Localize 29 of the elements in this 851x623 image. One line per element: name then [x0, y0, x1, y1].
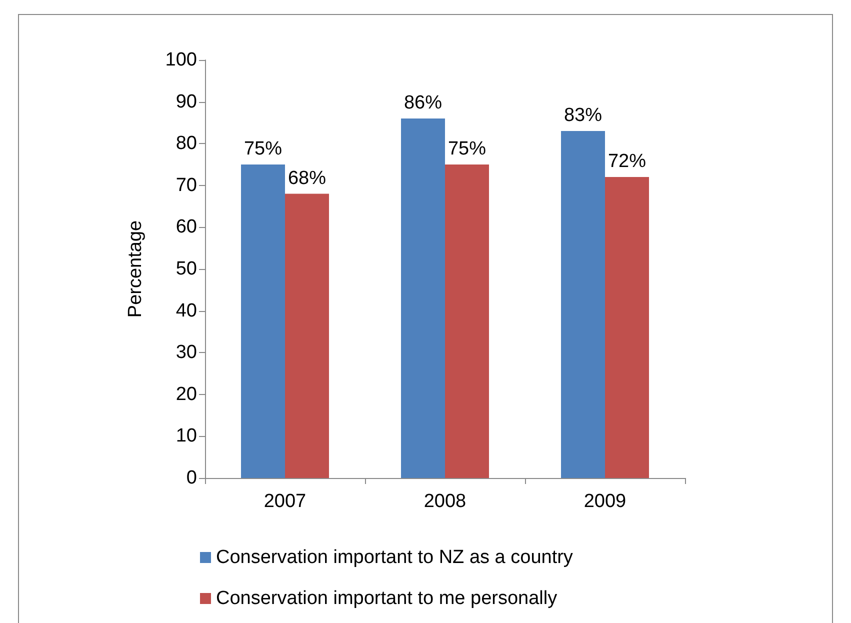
data-label: 86% — [404, 92, 442, 114]
data-label: 83% — [564, 105, 602, 126]
y-tick-label: 50 — [176, 258, 197, 280]
x-tick-label: 2007 — [264, 491, 306, 512]
y-tick-label: 60 — [176, 216, 197, 238]
y-tick-label: 100 — [165, 50, 197, 70]
y-tick-label: 30 — [176, 342, 197, 364]
y-tick-label: 0 — [186, 468, 197, 488]
x-tick-label: 2009 — [584, 491, 626, 512]
bar — [561, 131, 605, 478]
bar — [241, 164, 285, 478]
bar — [401, 118, 445, 478]
y-tick-label: 20 — [176, 384, 197, 405]
y-tick-label: 40 — [176, 300, 197, 322]
x-tick-label: 2008 — [424, 491, 466, 512]
data-label: 72% — [608, 151, 646, 172]
data-label: 75% — [448, 138, 486, 160]
y-tick-label: 70 — [176, 174, 197, 196]
y-tick-label: 10 — [176, 426, 197, 447]
data-label: 68% — [288, 168, 326, 189]
legend-label: Conservation important to NZ as a country — [216, 547, 574, 568]
y-axis-title: Percentage — [125, 220, 146, 318]
bar — [285, 194, 329, 478]
bar — [445, 164, 489, 478]
bar — [605, 177, 649, 478]
y-tick-label: 80 — [176, 133, 197, 154]
data-label: 75% — [244, 138, 282, 160]
y-tick-label: 90 — [176, 91, 197, 112]
legend-label: Conservation important to me personally — [216, 588, 558, 609]
